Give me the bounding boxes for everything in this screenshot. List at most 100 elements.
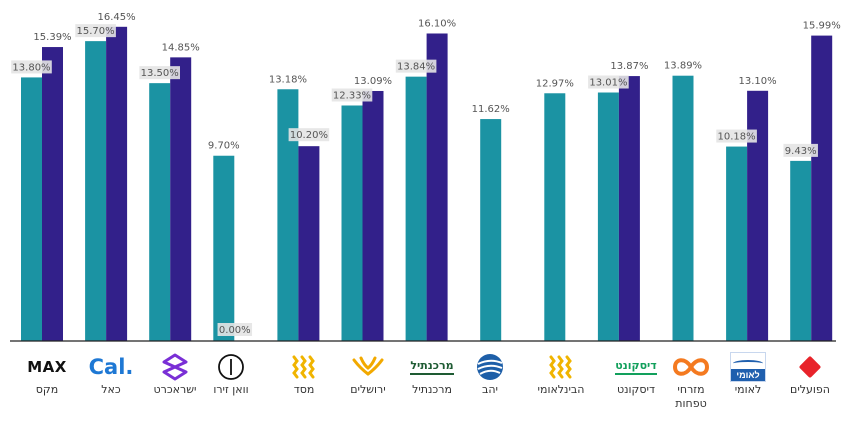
bar-series-b-1: [106, 26, 128, 342]
value-label-a-3: 9.70%: [208, 141, 240, 152]
category-label: לאומי: [734, 383, 762, 396]
value-label-b-0: 15.39%: [33, 32, 71, 43]
category-label: וואן זירו: [213, 383, 249, 396]
max-logo-text: MAX: [27, 358, 67, 376]
mizrahi-logo: [659, 353, 723, 381]
category-label: מזרחי טפחות: [675, 383, 707, 410]
value-label-b-12: 15.99%: [803, 21, 841, 32]
category-label: ירושלים: [350, 383, 386, 396]
one-zero-logo: [199, 353, 263, 381]
value-label-a-5: 12.33%: [333, 90, 371, 101]
hapoalim-logo: [778, 353, 842, 381]
cal-logo-text: Cal.: [88, 355, 134, 379]
category-mercantile: מרכנתיל מרכנתיל: [400, 345, 464, 421]
category-label: הבינלאומי: [537, 383, 585, 396]
bank-logo-row: MAX מקס Cal. כאל ישראכרט וואן זירו: [0, 345, 842, 421]
isracard-logo: [143, 353, 207, 381]
fibi-logo: [529, 353, 593, 381]
value-label-b-3: 0.00%: [219, 325, 251, 336]
category-label: יהב: [481, 383, 498, 396]
value-label-a-11: 10.18%: [718, 132, 756, 143]
bar-series-a-4: [277, 89, 299, 342]
leumi-logo-box: לאומי: [730, 352, 766, 382]
category-one-zero: וואן זירו: [199, 345, 263, 421]
category-max: MAX מקס: [15, 345, 79, 421]
isracard-icon: [162, 353, 188, 381]
bar-series-a-3: [213, 155, 235, 341]
category-isracard: ישראכרט: [143, 345, 207, 421]
bars: [21, 26, 833, 342]
mercantile-logo: מרכנתיל: [400, 353, 464, 381]
max-logo: MAX: [15, 353, 79, 381]
hapoalim-diamond-icon: [799, 356, 821, 378]
category-massad: מסד: [272, 345, 336, 421]
category-label: כאל: [101, 383, 121, 396]
bar-series-a-8: [544, 93, 566, 341]
category-label: דיסקונט: [617, 383, 655, 396]
value-label-b-1: 16.45%: [98, 12, 136, 23]
value-label-a-0: 13.80%: [12, 62, 50, 73]
value-label-b-11: 13.10%: [739, 76, 777, 87]
bar-series-a-5: [341, 105, 363, 341]
value-label-a-9: 13.01%: [589, 78, 627, 89]
yahav-globe-icon: [477, 354, 503, 380]
jerusalem-icon: [352, 356, 384, 376]
bar-series-b-5: [362, 90, 384, 341]
value-label-a-4: 13.18%: [269, 74, 307, 85]
value-label-b-5: 13.09%: [354, 76, 392, 87]
value-label-a-5-bg: [331, 88, 373, 102]
category-label: ישראכרט: [153, 383, 197, 396]
value-label-a-11-bg: [716, 129, 757, 143]
fibi-icon: [549, 355, 572, 379]
category-leumi: לאומי לאומי: [716, 345, 780, 421]
category-jerusalem: ירושלים: [336, 345, 400, 421]
leumi-logo-text: לאומי: [731, 369, 765, 381]
bar-series-a-2: [149, 83, 171, 342]
mercantile-logo-text: מרכנתיל: [410, 359, 454, 375]
value-label-a-12: 9.43%: [785, 146, 817, 157]
value-label-a-12-bg: [783, 143, 818, 157]
value-label-a-7: 11.62%: [472, 104, 510, 115]
category-cal: Cal. כאל: [79, 345, 143, 421]
category-hapoalim: הפועלים: [778, 345, 842, 421]
bar-series-b-11: [747, 90, 769, 341]
value-label-b-2: 14.85%: [162, 42, 200, 53]
value-label-a-2-bg: [139, 66, 180, 80]
category-discount: דיסקונט דיסקונט: [604, 345, 668, 421]
bar-series-b-2: [170, 57, 192, 342]
bar-series-b-9: [618, 76, 640, 341]
category-label: מקס: [35, 383, 59, 396]
bar-series-a-0: [21, 77, 42, 342]
value-label-a-0-bg: [11, 60, 52, 74]
category-label: הפועלים: [790, 383, 830, 396]
value-label-b-9: 13.87%: [610, 61, 648, 72]
bar-series-a-9: [597, 92, 619, 341]
value-label-a-1: 15.70%: [77, 26, 115, 37]
bar-series-b-12: [811, 35, 833, 341]
bar-series-b-4: [298, 146, 320, 341]
value-label-b-6: 16.10%: [418, 18, 456, 29]
leumi-logo: לאומי: [716, 352, 780, 382]
mizrahi-infinity-icon: [672, 358, 710, 376]
massad-icon: [292, 355, 315, 379]
bar-series-a-1: [85, 41, 107, 341]
category-label: מסד: [293, 383, 315, 396]
bar-series-b-6: [426, 33, 448, 342]
category-fibi: הבינלאומי: [529, 345, 593, 421]
category-label: מרכנתיל: [412, 383, 452, 396]
value-label-b-3-bg: [217, 323, 253, 336]
bar-series-a-7: [480, 119, 502, 341]
one-zero-icon: [218, 354, 244, 380]
value-label-a-1-bg: [75, 24, 116, 38]
value-label-a-6-bg: [395, 59, 437, 73]
bar-series-b-0: [42, 47, 63, 342]
jerusalem-logo: [336, 353, 400, 381]
cal-logo: Cal.: [79, 353, 143, 381]
bar-chart: 13.80% 15.39% 15.70% 16.45% 13.50% 14.85% 9.70…: [10, 12, 841, 342]
bar-series-a-10: [672, 75, 694, 342]
value-label-a-2: 13.50%: [141, 68, 179, 79]
value-labels: 13.80% 15.39% 15.70% 16.45% 13.50% 14.85% 9.70…: [11, 12, 841, 336]
value-label-a-10: 13.89%: [664, 61, 702, 72]
discount-logo-text: דיסקונט: [615, 359, 657, 375]
bar-series-a-6: [405, 76, 427, 341]
